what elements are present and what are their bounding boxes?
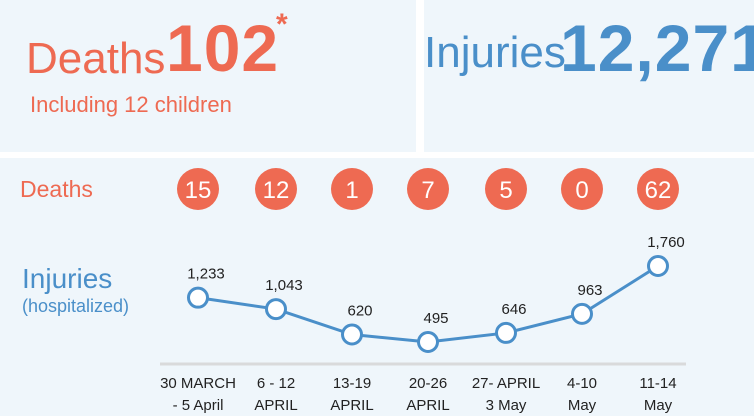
injuries-point bbox=[495, 321, 517, 344]
x-tick-label-line: May bbox=[568, 397, 597, 414]
x-tick-label: 4-10 May bbox=[567, 375, 597, 414]
deaths-badge-value: 0 bbox=[575, 177, 588, 204]
deaths-badge-value: 1 bbox=[345, 177, 358, 204]
deaths-row-label: Deaths bbox=[20, 176, 93, 202]
deaths-badge-value: 15 bbox=[185, 177, 212, 204]
x-tick-label-line: 27- APRIL bbox=[472, 375, 540, 392]
x-tick-label-line: 4-10 bbox=[567, 375, 597, 392]
deaths-badge-value: 5 bbox=[499, 177, 512, 204]
x-tick-label: 30 MARCH - 5 April bbox=[160, 375, 236, 414]
x-tick-label-line: 6 - 12 bbox=[257, 375, 295, 392]
weekly-chart-panel bbox=[0, 158, 754, 416]
injuries-summary-panel bbox=[424, 0, 754, 152]
x-tick-label-line: 11-14 bbox=[639, 375, 676, 392]
injuries-label: Injuries bbox=[424, 28, 566, 77]
weekly-deaths-injuries-chart: Deaths Injuries (hospitalized) 15 12 1 7 5 0 6… bbox=[20, 168, 686, 414]
injuries-axis-sublabel: (hospitalized) bbox=[22, 296, 129, 316]
deaths-summary-panel bbox=[0, 0, 416, 152]
injuries-point-label: 963 bbox=[577, 282, 602, 299]
deaths-note: Including 12 children bbox=[30, 92, 232, 117]
deaths-badge bbox=[561, 168, 603, 210]
injuries-point-label: 620 bbox=[347, 302, 372, 319]
x-tick-label: 6 - 12 APRIL bbox=[254, 375, 297, 414]
injuries-point-label: 1,233 bbox=[187, 266, 225, 283]
deaths-label: Deaths bbox=[26, 34, 166, 83]
x-tick-label-line: - 5 April bbox=[173, 397, 224, 414]
x-tick-label: 20-26 APRIL bbox=[406, 375, 449, 414]
injuries-point-label: 1,760 bbox=[647, 234, 685, 251]
x-tick-label: 11-14 May bbox=[639, 375, 676, 414]
x-tick-label-line: 13-19 bbox=[333, 375, 371, 392]
x-tick-label: 27- APRIL 3 May bbox=[472, 375, 540, 414]
x-tick-label-line: 20-26 bbox=[409, 375, 447, 392]
deaths-badge bbox=[637, 168, 679, 210]
deaths-badge-value: 12 bbox=[263, 177, 290, 204]
injuries-point bbox=[187, 286, 209, 309]
x-tick-label-line: APRIL bbox=[254, 397, 297, 414]
injuries-point-label: 1,043 bbox=[265, 277, 303, 294]
deaths-badge bbox=[255, 168, 297, 210]
deaths-badge bbox=[331, 168, 373, 210]
deaths-total: 102 bbox=[166, 11, 280, 85]
deaths-badge-value: 62 bbox=[645, 177, 672, 204]
x-tick-label: 13-19 APRIL bbox=[330, 375, 373, 414]
injuries-total: 12,271 bbox=[560, 11, 754, 85]
x-tick-label-line: 3 May bbox=[486, 397, 527, 414]
deaths-asterisk: * bbox=[276, 8, 288, 41]
deaths-badge bbox=[407, 168, 449, 210]
x-tick-label-line: 30 MARCH bbox=[160, 375, 236, 392]
deaths-badge bbox=[177, 168, 219, 210]
injuries-point bbox=[417, 331, 439, 353]
injuries-point bbox=[571, 302, 593, 325]
injuries-point bbox=[341, 323, 363, 346]
deaths-badge-value: 7 bbox=[421, 177, 434, 204]
injuries-point-label: 646 bbox=[501, 301, 526, 318]
injuries-axis-label: Injuries bbox=[22, 263, 112, 294]
x-tick-label-line: May bbox=[644, 397, 673, 414]
injuries-point-label: 495 bbox=[423, 310, 448, 327]
injuries-point bbox=[647, 255, 669, 277]
x-tick-label-line: APRIL bbox=[406, 397, 449, 414]
x-tick-label-line: APRIL bbox=[330, 397, 373, 414]
injuries-point bbox=[265, 298, 287, 321]
deaths-badge bbox=[485, 168, 527, 210]
